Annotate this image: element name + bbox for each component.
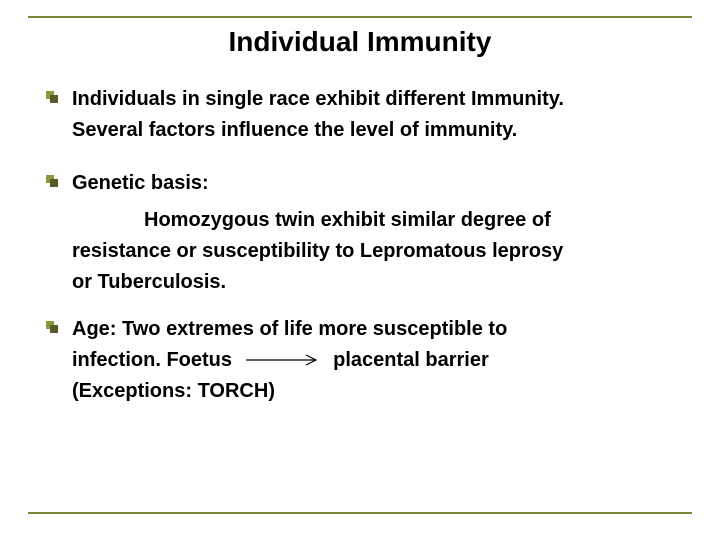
text-line: Several factors influence the level of i…	[72, 119, 517, 141]
sub-text-line: Homozygous twin exhibit similar degree o…	[72, 205, 682, 236]
top-rule	[28, 16, 692, 18]
text-line: placental barrier	[333, 349, 489, 371]
bullet-item: Genetic basis:	[46, 168, 682, 199]
bullet-text: Age: Two extremes of life more susceptib…	[72, 314, 682, 407]
text-line: Age: Two extremes of life more susceptib…	[72, 318, 507, 340]
bullet-icon	[46, 90, 58, 102]
slide: Individual Immunity Individuals in singl…	[0, 0, 720, 540]
slide-content: Individuals in single race exhibit diffe…	[28, 84, 692, 407]
bottom-rule	[28, 512, 692, 514]
bullet-item: Age: Two extremes of life more susceptib…	[46, 314, 682, 407]
text-line: (Exceptions: TORCH)	[72, 380, 275, 402]
sub-text-line: or Tuberculosis.	[72, 267, 682, 298]
bullet-text: Genetic basis:	[72, 168, 682, 199]
slide-title: Individual Immunity	[28, 26, 692, 58]
bullet-text: Individuals in single race exhibit diffe…	[72, 84, 682, 146]
bullet-icon	[46, 320, 58, 332]
text-line: infection. Foetus	[72, 349, 232, 371]
arrow-icon	[244, 345, 322, 376]
bullet-icon	[46, 174, 58, 186]
sub-text-line: resistance or susceptibility to Lepromat…	[72, 236, 682, 267]
text-line: Individuals in single race exhibit diffe…	[72, 88, 564, 110]
bullet-item: Individuals in single race exhibit diffe…	[46, 84, 682, 146]
